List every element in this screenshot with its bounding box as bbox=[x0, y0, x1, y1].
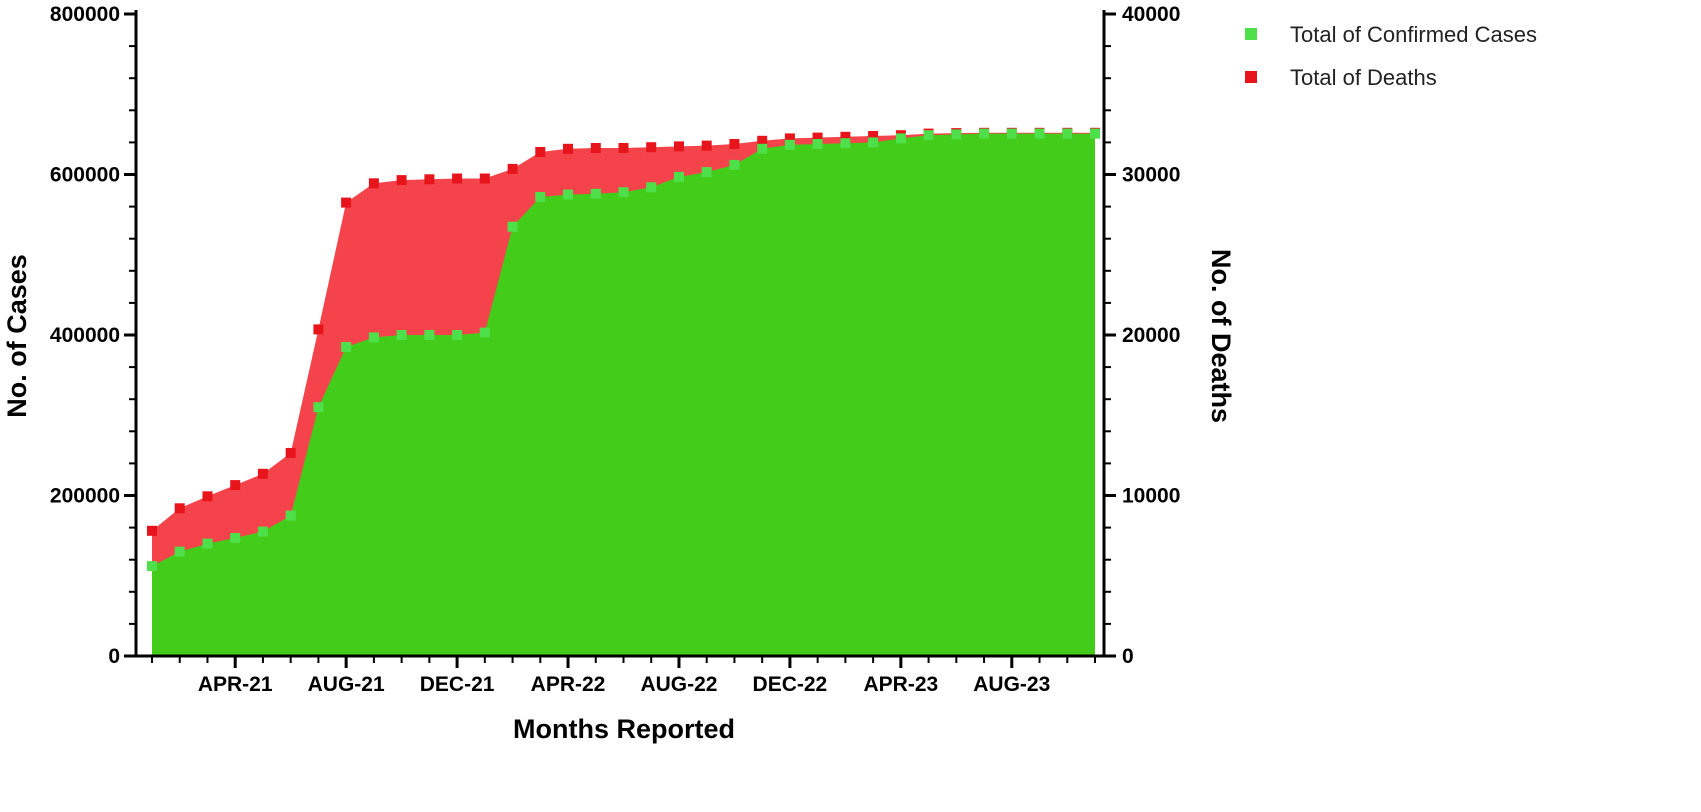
data-point-cases bbox=[590, 188, 601, 199]
data-point-deaths bbox=[147, 525, 157, 536]
y-tick-label-right: 20000 bbox=[1122, 324, 1180, 347]
data-point-deaths bbox=[812, 132, 823, 143]
data-point-cases bbox=[313, 402, 324, 413]
data-point-deaths bbox=[535, 147, 546, 157]
data-point-cases bbox=[784, 139, 795, 150]
data-point-deaths bbox=[479, 173, 490, 184]
data-point-cases bbox=[368, 332, 379, 343]
data-point-deaths bbox=[341, 197, 352, 208]
data-point-deaths bbox=[618, 143, 629, 153]
y-tick-label-right: 40000 bbox=[1122, 3, 1180, 26]
data-point-deaths bbox=[729, 139, 740, 149]
data-point-cases bbox=[174, 546, 185, 557]
y-tick-label-right: 0 bbox=[1122, 645, 1134, 668]
data-point-cases bbox=[396, 330, 407, 340]
x-tick-label: AUG-23 bbox=[973, 673, 1050, 696]
data-point-cases bbox=[535, 192, 546, 202]
data-point-deaths bbox=[590, 143, 601, 153]
data-point-deaths bbox=[674, 141, 684, 152]
data-point-deaths bbox=[452, 173, 463, 184]
data-point-cases bbox=[285, 510, 296, 521]
legend-item: Total of Deaths bbox=[1245, 65, 1437, 90]
data-point-cases bbox=[757, 143, 768, 154]
data-point-cases bbox=[1034, 128, 1045, 139]
data-point-deaths bbox=[313, 324, 324, 335]
data-point-cases bbox=[868, 137, 879, 148]
x-tick-label: AUG-21 bbox=[308, 673, 385, 696]
y-tick-label-left: 0 bbox=[108, 645, 120, 668]
y-tick-label-left: 800000 bbox=[50, 3, 120, 26]
y-axis-title-right: No. of Deaths bbox=[1206, 249, 1236, 423]
data-point-cases bbox=[1006, 128, 1017, 139]
data-point-cases bbox=[479, 327, 490, 338]
data-point-deaths bbox=[563, 143, 573, 154]
area-confirmed-cases bbox=[152, 133, 1095, 657]
x-tick-label: DEC-22 bbox=[753, 673, 828, 696]
legend-swatch bbox=[1245, 28, 1257, 40]
data-point-cases bbox=[507, 221, 518, 232]
data-point-cases bbox=[979, 128, 990, 139]
legend-label: Total of Deaths bbox=[1290, 65, 1437, 90]
y-tick-label-left: 400000 bbox=[50, 324, 120, 347]
y-tick-label-right: 10000 bbox=[1122, 485, 1180, 508]
x-axis-title: Months Reported bbox=[513, 714, 735, 744]
data-point-cases bbox=[257, 526, 268, 537]
data-point-deaths bbox=[257, 468, 268, 479]
data-point-deaths bbox=[868, 131, 879, 141]
data-point-deaths bbox=[424, 174, 435, 185]
data-point-deaths bbox=[285, 448, 296, 458]
x-tick-label: APR-23 bbox=[864, 673, 939, 696]
y-axis-title-left: No. of Cases bbox=[2, 254, 32, 418]
data-point-cases bbox=[729, 159, 740, 170]
legend-label: Total of Confirmed Cases bbox=[1290, 22, 1537, 47]
data-point-cases bbox=[563, 189, 573, 200]
chart-axes: 0 200000 400000 600000 800000 0 10000 20000 3000… bbox=[50, 3, 1180, 696]
data-point-cases bbox=[951, 129, 962, 140]
data-point-deaths bbox=[396, 175, 407, 186]
data-point-cases bbox=[424, 330, 435, 340]
data-point-cases bbox=[923, 130, 934, 141]
data-point-cases bbox=[674, 171, 684, 182]
chart-areas bbox=[152, 132, 1095, 657]
data-point-cases bbox=[618, 187, 629, 198]
data-point-cases bbox=[646, 182, 657, 193]
y-tick-label-left: 200000 bbox=[50, 485, 120, 508]
series-markers-confirmed-cases bbox=[147, 128, 1100, 572]
data-point-cases bbox=[452, 330, 463, 340]
data-point-deaths bbox=[202, 491, 213, 502]
data-point-deaths bbox=[230, 480, 241, 491]
x-tick-label: AUG-22 bbox=[640, 673, 717, 696]
data-point-cases bbox=[202, 538, 213, 549]
data-point-deaths bbox=[368, 178, 379, 189]
data-point-cases bbox=[701, 167, 712, 178]
data-point-deaths bbox=[507, 163, 518, 174]
data-point-cases bbox=[1062, 128, 1073, 139]
data-point-deaths bbox=[701, 140, 712, 151]
data-point-deaths bbox=[784, 133, 795, 144]
data-point-deaths bbox=[757, 135, 768, 146]
data-point-deaths bbox=[840, 131, 851, 142]
data-point-cases bbox=[147, 561, 157, 572]
legend-swatch bbox=[1245, 71, 1257, 83]
legend: Total of Confirmed Cases Total of Deaths bbox=[1245, 22, 1537, 90]
data-point-cases bbox=[230, 533, 241, 543]
x-tick-label: DEC-21 bbox=[420, 673, 495, 696]
data-point-deaths bbox=[174, 503, 185, 514]
x-tick-label: APR-22 bbox=[531, 673, 606, 696]
chart-markers bbox=[147, 127, 1100, 572]
y-tick-label-right: 30000 bbox=[1122, 164, 1180, 187]
data-point-deaths bbox=[646, 142, 657, 153]
data-point-cases bbox=[1090, 128, 1100, 139]
data-point-cases bbox=[840, 138, 851, 149]
data-point-cases bbox=[895, 133, 906, 144]
y-tick-label-left: 600000 bbox=[50, 164, 120, 187]
x-tick-label: APR-21 bbox=[198, 673, 273, 696]
legend-item: Total of Confirmed Cases bbox=[1245, 22, 1537, 47]
data-point-cases bbox=[341, 342, 352, 352]
data-point-cases bbox=[812, 139, 823, 149]
